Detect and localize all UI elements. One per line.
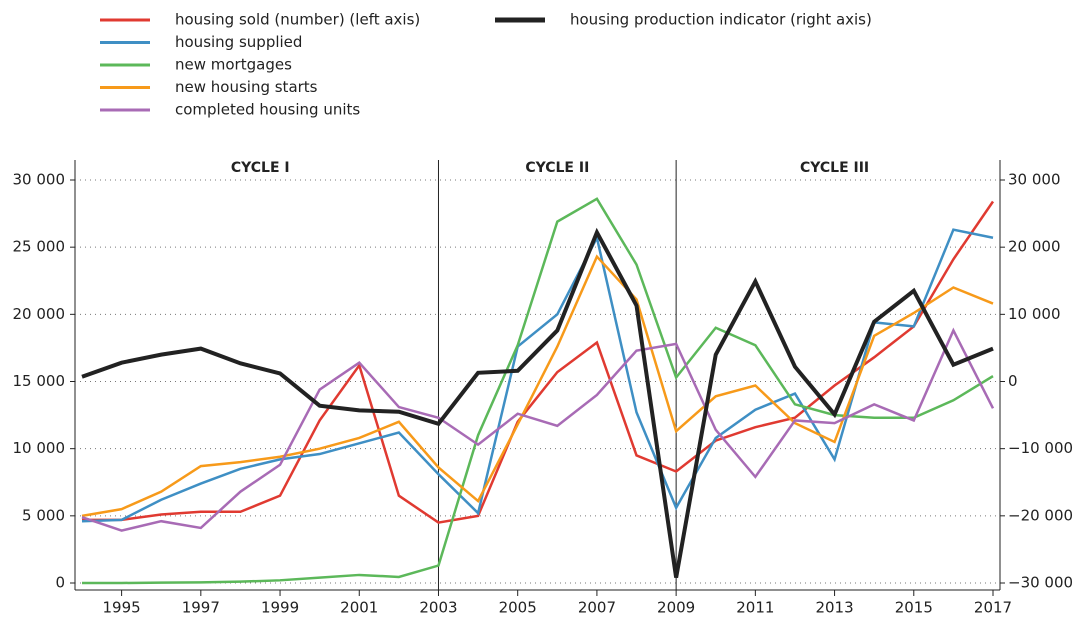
legend-label: housing supplied (175, 33, 302, 51)
y2-tick-label: −10 000 (1008, 439, 1073, 457)
y-tick-label: 25 000 (13, 238, 66, 256)
series-line (81, 227, 994, 578)
y2-tick-label: 20 000 (1008, 238, 1061, 256)
legend-label: new housing starts (175, 78, 318, 96)
x-tick-label: 1999 (261, 599, 299, 617)
y2-tick-label: 30 000 (1008, 171, 1061, 189)
y-tick-label: 5 000 (22, 506, 65, 524)
series-line (81, 254, 994, 518)
cycle-label: CYCLE II (525, 160, 589, 176)
cycle-label: CYCLE III (800, 160, 869, 176)
series-line (82, 197, 994, 585)
y2-tick-label: −30 000 (1008, 574, 1073, 592)
x-tick-label: 2017 (974, 599, 1012, 617)
x-tick-label: 2015 (895, 599, 933, 617)
x-tick-label: 2007 (578, 599, 616, 617)
x-tick-label: 2009 (657, 599, 695, 617)
y-tick-label: 20 000 (13, 305, 66, 323)
x-tick-label: 2005 (499, 599, 537, 617)
x-tick-label: 2003 (419, 599, 457, 617)
x-tick-label: 2011 (736, 599, 774, 617)
y2-tick-label: 10 000 (1008, 305, 1061, 323)
x-tick-label: 2013 (815, 599, 853, 617)
series-line (82, 200, 995, 524)
x-tick-label: 1997 (182, 599, 220, 617)
legend-label: completed housing units (175, 101, 360, 119)
y-tick-label: 10 000 (13, 439, 66, 457)
y2-tick-label: 0 (1008, 372, 1018, 390)
legend-label: housing production indicator (right axis… (570, 11, 872, 29)
series-line (81, 228, 994, 523)
y-tick-label: 30 000 (13, 171, 66, 189)
x-tick-label: 1995 (103, 599, 141, 617)
x-tick-label: 2001 (340, 599, 378, 617)
y-tick-label: 0 (55, 574, 65, 592)
legend-label: new mortgages (175, 56, 292, 74)
legend-label: housing sold (number) (left axis) (175, 11, 420, 29)
series-line (81, 327, 995, 532)
cycle-label: CYCLE I (231, 160, 290, 176)
y-tick-label: 15 000 (13, 372, 66, 390)
y2-tick-label: −20 000 (1008, 506, 1073, 524)
